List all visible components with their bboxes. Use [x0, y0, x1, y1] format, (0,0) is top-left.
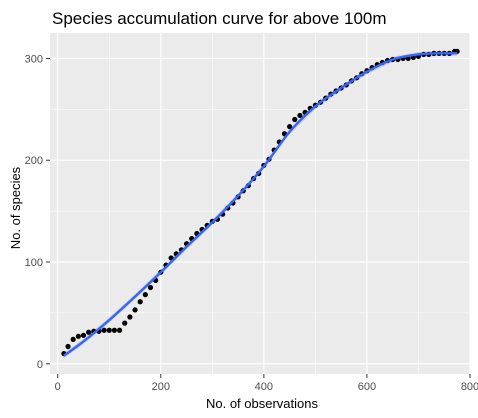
data-point	[147, 284, 154, 291]
fit-confidence-band	[63, 50, 458, 359]
data-point	[111, 327, 118, 333]
fit-line	[63, 52, 458, 357]
x-tick-label: 800	[461, 381, 478, 393]
data-point	[287, 124, 293, 130]
data-point	[75, 333, 81, 339]
data-point	[70, 336, 76, 342]
data-point	[142, 292, 148, 298]
y-axis: 0 100 200 300	[25, 53, 50, 371]
x-tick-label: 400	[255, 381, 273, 393]
plot-panel	[50, 33, 470, 374]
fit-band-layer	[63, 50, 458, 359]
x-tick-label: 200	[152, 381, 170, 393]
y-tick-label: 100	[25, 257, 43, 269]
x-tick-label: 600	[358, 381, 376, 393]
y-tick-label: 200	[25, 155, 43, 167]
data-point	[122, 320, 128, 326]
chart-title: Species accumulation curve for above 100…	[52, 9, 387, 28]
y-tick-label: 300	[25, 53, 43, 65]
data-point	[116, 327, 123, 333]
data-point	[65, 343, 71, 350]
data-point	[137, 299, 143, 305]
data-point	[101, 327, 107, 333]
x-axis-title: No. of observations	[206, 396, 319, 411]
data-point	[292, 116, 298, 123]
data-point	[80, 332, 87, 338]
grid-major	[50, 33, 471, 374]
data-point	[297, 112, 303, 119]
data-point	[132, 307, 138, 313]
y-axis-title: No. of species	[8, 166, 23, 249]
grid-minor	[50, 33, 470, 374]
data-point	[127, 314, 133, 320]
x-axis: 0 200 400 600 800	[55, 374, 478, 393]
y-tick-label: 0	[37, 359, 43, 371]
data-point	[106, 327, 112, 333]
fit-layer	[63, 52, 458, 357]
data-point	[86, 329, 92, 335]
x-tick-label: 0	[55, 381, 61, 393]
